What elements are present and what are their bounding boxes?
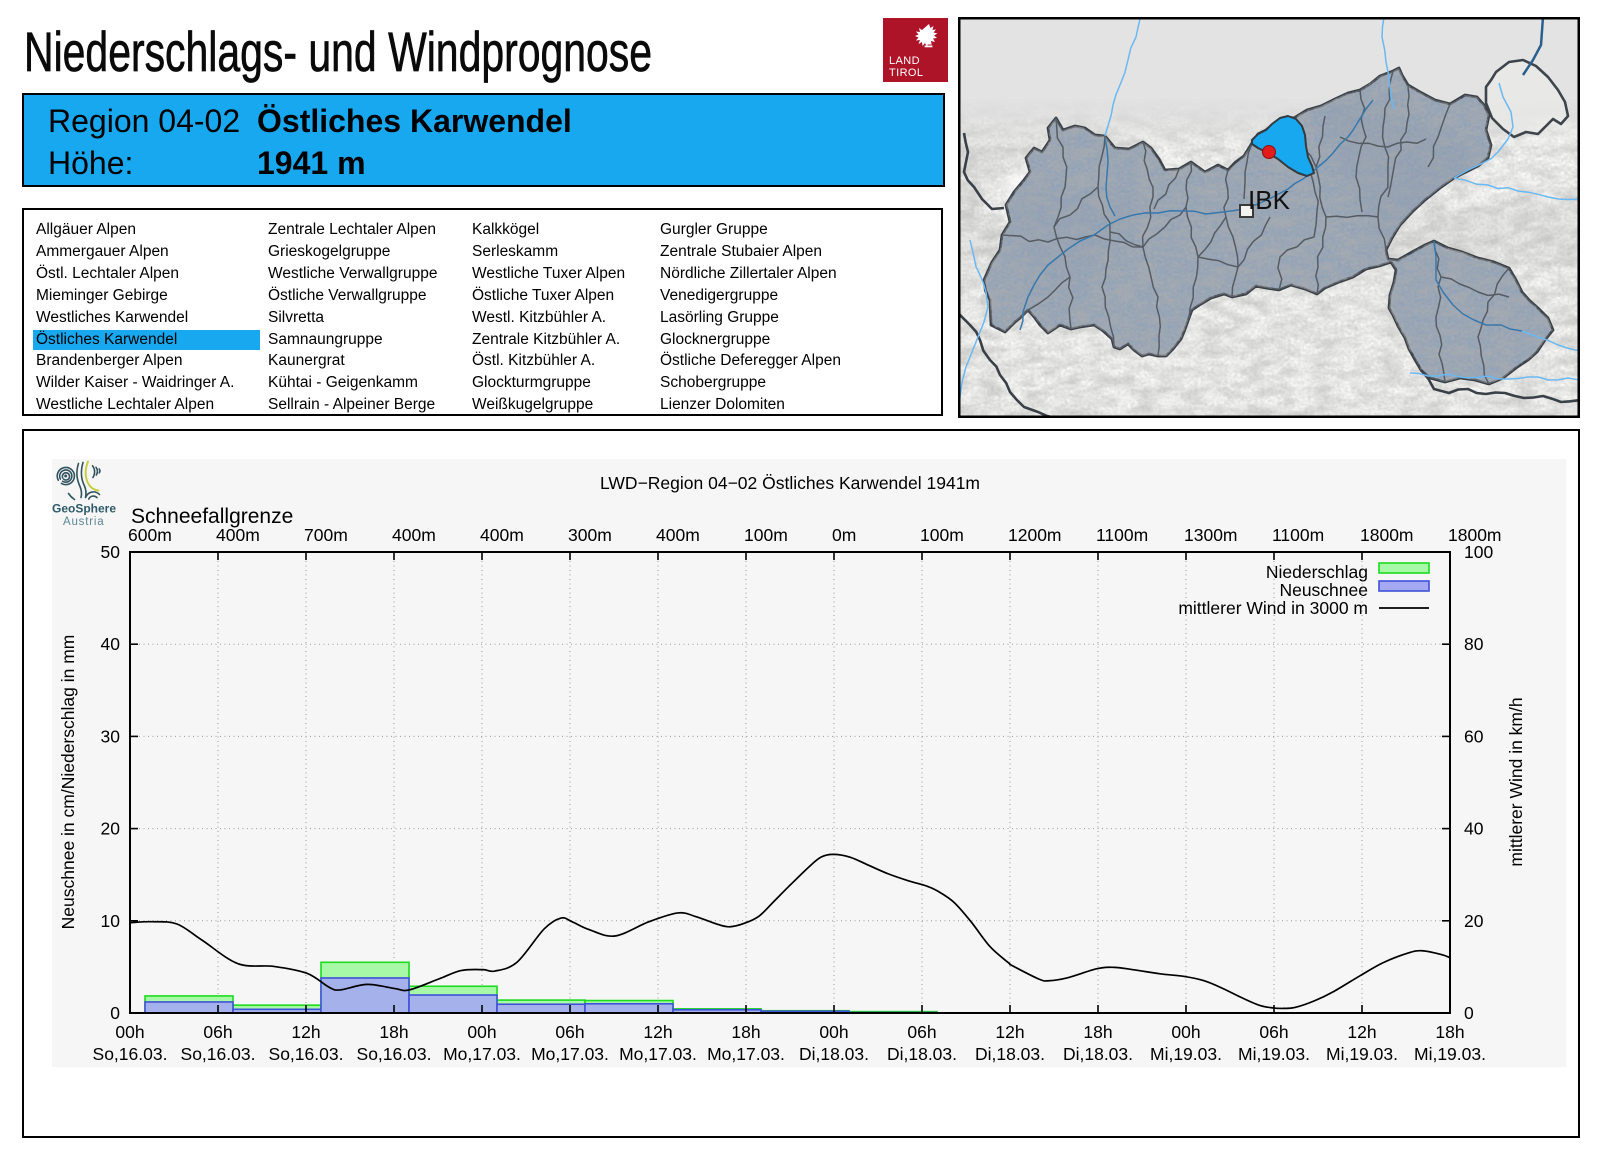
svg-text:Mo,17.03.: Mo,17.03. xyxy=(619,1044,697,1064)
svg-text:600m: 600m xyxy=(128,525,172,545)
svg-text:1300m: 1300m xyxy=(1184,525,1238,545)
svg-text:Neuschnee: Neuschnee xyxy=(1279,580,1368,600)
svg-text:20: 20 xyxy=(101,819,121,839)
svg-text:40: 40 xyxy=(101,634,121,654)
svg-text:LAND: LAND xyxy=(889,55,920,67)
svg-text:Di,18.03.: Di,18.03. xyxy=(975,1044,1045,1064)
svg-text:Neuschnee in cm/Niederschlag i: Neuschnee in cm/Niederschlag in mm xyxy=(58,635,78,930)
svg-text:06h: 06h xyxy=(907,1022,936,1042)
svg-text:Mi,19.03.: Mi,19.03. xyxy=(1414,1044,1486,1064)
svg-text:100m: 100m xyxy=(744,525,788,545)
svg-text:18h: 18h xyxy=(731,1022,760,1042)
svg-text:So,16.03.: So,16.03. xyxy=(93,1044,168,1064)
svg-text:Di,18.03.: Di,18.03. xyxy=(799,1044,869,1064)
svg-text:Mo,17.03.: Mo,17.03. xyxy=(707,1044,785,1064)
svg-text:06h: 06h xyxy=(555,1022,584,1042)
svg-text:06h: 06h xyxy=(1259,1022,1288,1042)
svg-text:400m: 400m xyxy=(480,525,524,545)
svg-text:12h: 12h xyxy=(995,1022,1024,1042)
svg-text:20: 20 xyxy=(1464,911,1484,931)
svg-text:00h: 00h xyxy=(819,1022,848,1042)
svg-text:mittlerer Wind in km/h: mittlerer Wind in km/h xyxy=(1506,697,1526,866)
svg-text:Mi,19.03.: Mi,19.03. xyxy=(1238,1044,1310,1064)
svg-text:12h: 12h xyxy=(291,1022,320,1042)
svg-text:IBK: IBK xyxy=(1248,185,1291,215)
svg-text:Di,18.03.: Di,18.03. xyxy=(887,1044,957,1064)
svg-text:Mi,19.03.: Mi,19.03. xyxy=(1150,1044,1222,1064)
svg-text:00h: 00h xyxy=(467,1022,496,1042)
svg-text:1100m: 1100m xyxy=(1272,525,1324,545)
svg-text:Di,18.03.: Di,18.03. xyxy=(1063,1044,1133,1064)
svg-text:Mi,19.03.: Mi,19.03. xyxy=(1326,1044,1398,1064)
svg-text:1800m: 1800m xyxy=(1360,525,1414,545)
svg-text:400m: 400m xyxy=(656,525,700,545)
svg-text:0m: 0m xyxy=(832,525,856,545)
svg-text:12h: 12h xyxy=(1347,1022,1376,1042)
svg-text:0: 0 xyxy=(1464,1003,1474,1023)
svg-text:Mo,17.03.: Mo,17.03. xyxy=(531,1044,609,1064)
svg-text:40: 40 xyxy=(1464,819,1484,839)
svg-text:100m: 100m xyxy=(920,525,964,545)
svg-text:400m: 400m xyxy=(216,525,260,545)
svg-text:1100m: 1100m xyxy=(1096,525,1148,545)
svg-text:18h: 18h xyxy=(1083,1022,1112,1042)
svg-text:So,16.03.: So,16.03. xyxy=(269,1044,344,1064)
svg-text:00h: 00h xyxy=(115,1022,144,1042)
svg-text:50: 50 xyxy=(101,542,121,562)
svg-text:TIROL: TIROL xyxy=(889,67,923,79)
svg-text:mittlerer Wind in 3000 m: mittlerer Wind in 3000 m xyxy=(1178,598,1368,618)
svg-text:LWD−Region 04−02 Östliches Kar: LWD−Region 04−02 Östliches Karwendel 194… xyxy=(600,473,980,493)
svg-text:00h: 00h xyxy=(1171,1022,1200,1042)
svg-text:400m: 400m xyxy=(392,525,436,545)
svg-text:Mo,17.03.: Mo,17.03. xyxy=(443,1044,521,1064)
svg-text:GeoSphere: GeoSphere xyxy=(52,502,116,516)
svg-text:60: 60 xyxy=(1464,726,1484,746)
svg-text:18h: 18h xyxy=(1435,1022,1464,1042)
svg-text:Austria: Austria xyxy=(63,516,104,528)
svg-text:700m: 700m xyxy=(304,525,348,545)
svg-text:80: 80 xyxy=(1464,634,1484,654)
svg-text:06h: 06h xyxy=(203,1022,232,1042)
svg-text:30: 30 xyxy=(101,726,121,746)
svg-text:12h: 12h xyxy=(643,1022,672,1042)
svg-text:So,16.03.: So,16.03. xyxy=(357,1044,432,1064)
svg-text:1200m: 1200m xyxy=(1008,525,1062,545)
svg-text:18h: 18h xyxy=(379,1022,408,1042)
svg-text:10: 10 xyxy=(101,911,121,931)
svg-text:Schneefallgrenze: Schneefallgrenze xyxy=(131,505,293,528)
svg-text:0: 0 xyxy=(110,1003,120,1023)
svg-text:1800m: 1800m xyxy=(1448,525,1502,545)
svg-text:300m: 300m xyxy=(568,525,612,545)
svg-text:Niederschlag: Niederschlag xyxy=(1266,562,1368,582)
svg-text:So,16.03.: So,16.03. xyxy=(181,1044,256,1064)
svg-text:100: 100 xyxy=(1464,542,1493,562)
